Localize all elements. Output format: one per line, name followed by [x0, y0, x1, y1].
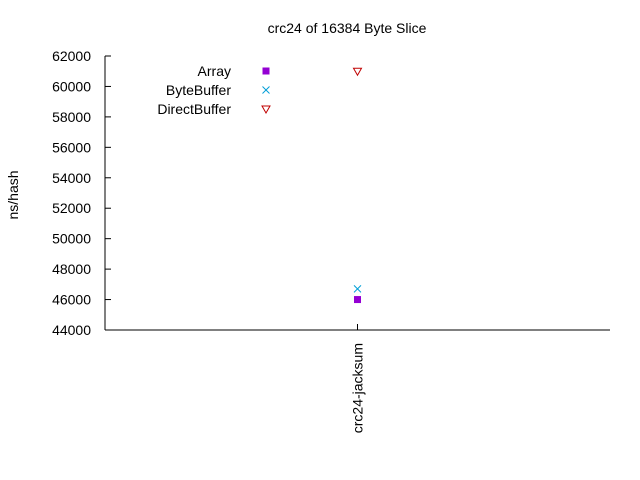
legend-marker — [261, 105, 271, 115]
y-tick-label: 50000 — [52, 231, 91, 247]
y-tick-label: 54000 — [52, 170, 91, 186]
x-ticks: crc24-jacksum — [350, 324, 366, 433]
legend-marker — [262, 67, 270, 75]
data-points — [352, 67, 363, 304]
legend-marker — [262, 86, 270, 94]
y-tick-label: 44000 — [52, 322, 91, 338]
legend: Array ByteBuffer DirectBuffer — [157, 63, 271, 117]
y-tick-label: 60000 — [52, 78, 91, 94]
y-tick-label: 56000 — [52, 139, 91, 155]
legend-label: ByteBuffer — [166, 82, 231, 98]
data-point — [353, 285, 362, 293]
data-point-stroke — [353, 285, 362, 293]
y-tick-label: 58000 — [52, 109, 91, 125]
chart-title: crc24 of 16384 Byte Slice — [268, 20, 427, 36]
y-tick-label: 52000 — [52, 200, 91, 216]
y-axis-label: ns/hash — [5, 170, 21, 219]
legend-label: DirectBuffer — [157, 101, 231, 117]
y-tick-label: 48000 — [52, 261, 91, 277]
legend-label: Array — [198, 63, 231, 79]
y-ticks: 44000 46000 48000 50000 52000 54000 56000 58000… — [52, 48, 111, 338]
x-tick-label: crc24-jacksum — [350, 343, 366, 433]
y-tick-label: 62000 — [52, 48, 91, 64]
legend-marker-stroke — [262, 86, 270, 94]
data-point — [352, 67, 363, 77]
data-point — [354, 296, 361, 304]
y-tick-label: 46000 — [52, 292, 91, 308]
